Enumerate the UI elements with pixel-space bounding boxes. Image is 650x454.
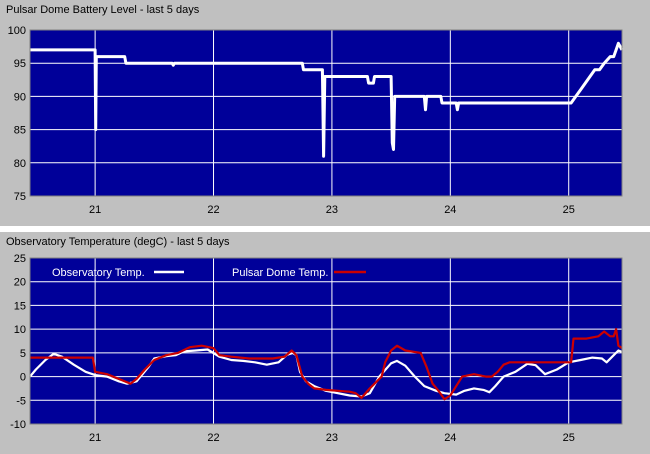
temperature-plot-border bbox=[29, 257, 623, 425]
battery-chart-svg: 75 80 85 90 95 100 21 22 23 24 25 bbox=[8, 25, 624, 216]
temperature-x-tick-label: 25 bbox=[563, 432, 575, 444]
temperature-y-tick-label: 0 bbox=[20, 372, 26, 384]
battery-y-tick-label: 90 bbox=[14, 91, 26, 103]
temperature-y-tick-label: 20 bbox=[14, 277, 26, 289]
battery-y-tick-label: 100 bbox=[8, 25, 26, 37]
battery-x-tick-label: 21 bbox=[89, 204, 101, 216]
battery-x-tick-label: 25 bbox=[563, 204, 575, 216]
temperature-chart-svg: -10 -5 0 5 10 15 20 25 21 22 23 24 25 Observatory Tem… bbox=[10, 253, 623, 444]
chart-divider bbox=[0, 226, 650, 232]
battery-y-tick-label: 75 bbox=[14, 191, 26, 203]
temperature-y-tick-label: 15 bbox=[14, 300, 26, 312]
battery-chart-title: Pulsar Dome Battery Level - last 5 days bbox=[6, 4, 200, 16]
battery-series-line-1 bbox=[30, 41, 624, 158]
temperature-chart-panel: Observatory Temperature (degC) - last 5 … bbox=[0, 232, 650, 454]
temperature-legend-label-1: Observatory Temp. bbox=[52, 267, 145, 279]
temperature-plot-area bbox=[30, 258, 622, 424]
temperature-x-tick-label: 23 bbox=[326, 432, 338, 444]
temperature-y-tick-label: -10 bbox=[10, 419, 26, 431]
temperature-x-tick-label: 24 bbox=[444, 432, 456, 444]
battery-chart-panel: Pulsar Dome Battery Level - last 5 days … bbox=[0, 0, 650, 226]
battery-y-tick-label: 95 bbox=[14, 58, 26, 70]
temperature-series-line-2 bbox=[30, 327, 623, 401]
battery-plot-border bbox=[29, 29, 623, 197]
battery-x-tick-label: 24 bbox=[444, 204, 456, 216]
battery-x-tick-label: 23 bbox=[326, 204, 338, 216]
battery-x-tick-label: 22 bbox=[207, 204, 219, 216]
temperature-y-tick-label: 25 bbox=[14, 253, 26, 265]
temperature-x-tick-label: 22 bbox=[207, 432, 219, 444]
battery-plot-area bbox=[30, 30, 622, 196]
temperature-legend-label-2: Pulsar Dome Temp. bbox=[232, 267, 328, 279]
temperature-y-tick-label: 5 bbox=[20, 348, 26, 360]
battery-y-tick-label: 80 bbox=[14, 158, 26, 170]
temperature-chart-title: Observatory Temperature (degC) - last 5 … bbox=[6, 236, 230, 248]
battery-y-tick-label: 85 bbox=[14, 125, 26, 137]
temperature-x-tick-label: 21 bbox=[89, 432, 101, 444]
temperature-y-tick-label: 10 bbox=[14, 324, 26, 336]
temperature-y-tick-label: -5 bbox=[16, 395, 26, 407]
